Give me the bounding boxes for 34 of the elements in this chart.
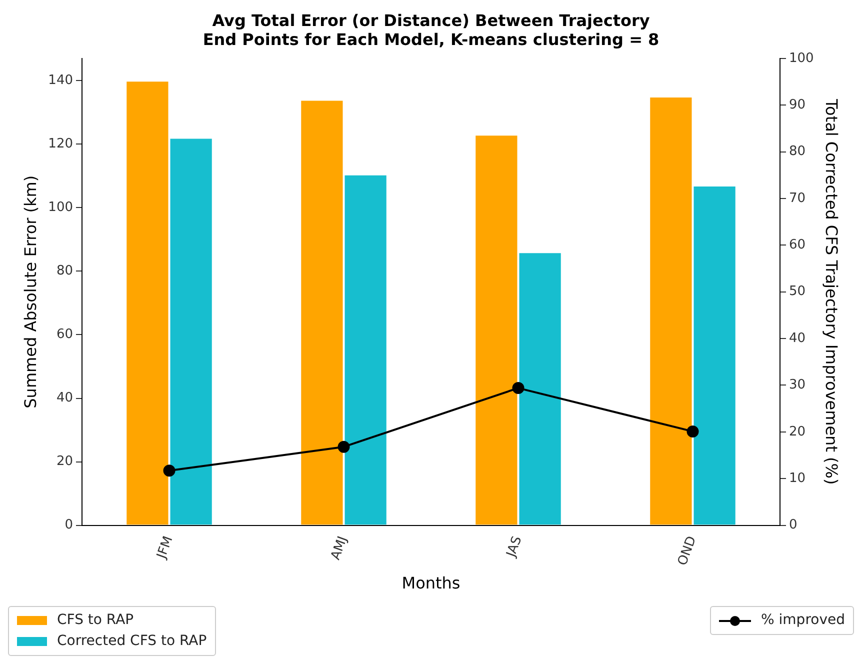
- y-tick-label: 60: [56, 327, 74, 342]
- x-tick-label: OND: [675, 534, 700, 568]
- y-axis-title: Summed Absolute Error (km): [20, 175, 40, 408]
- point: [163, 464, 176, 477]
- y-tick-label: 20: [56, 454, 74, 470]
- x-tick-label: JFM: [154, 534, 176, 562]
- x-tick-label: JAS: [504, 534, 526, 560]
- y2-tick-label: 40: [788, 330, 806, 346]
- point: [686, 425, 699, 438]
- x-axis-title: Months: [402, 574, 460, 593]
- x-tick-label: AMJ: [328, 534, 351, 562]
- y2-tick-label: 50: [788, 284, 806, 300]
- y2-tick-label: 90: [788, 97, 806, 112]
- y2-tick-label: 30: [788, 378, 806, 393]
- y-tick-label: 100: [48, 200, 74, 216]
- point: [338, 440, 350, 453]
- y-tick-label: 80: [56, 264, 74, 279]
- y-tick-label: 140: [48, 73, 74, 88]
- y2-tick-label: 80: [788, 144, 806, 160]
- legend-label: CFS to RAP: [57, 611, 134, 630]
- y2-tick-label: 100: [788, 50, 814, 66]
- y2-axis-title: Total Corrected CFS Trajectory Improvement (%): [822, 98, 842, 485]
- y2-tick-label: 10: [788, 470, 806, 486]
- y2-tick-label: 0: [788, 518, 798, 533]
- legend-label: Corrected CFS to RAP: [57, 632, 207, 651]
- y2-tick-label: 70: [788, 190, 806, 206]
- y2-tick-label: 60: [788, 238, 806, 253]
- y-tick-label: 40: [56, 390, 74, 406]
- y-tick-label: 0: [64, 518, 74, 533]
- point: [512, 382, 524, 394]
- legend-label: % improved: [761, 611, 845, 630]
- y2-tick-label: 20: [788, 424, 806, 440]
- chart-title: Avg Total Error (or Distance) Between Trajectory End Points for Each Model, K-means clustering = 8: [202, 10, 660, 49]
- y-tick-label: 120: [48, 136, 74, 152]
